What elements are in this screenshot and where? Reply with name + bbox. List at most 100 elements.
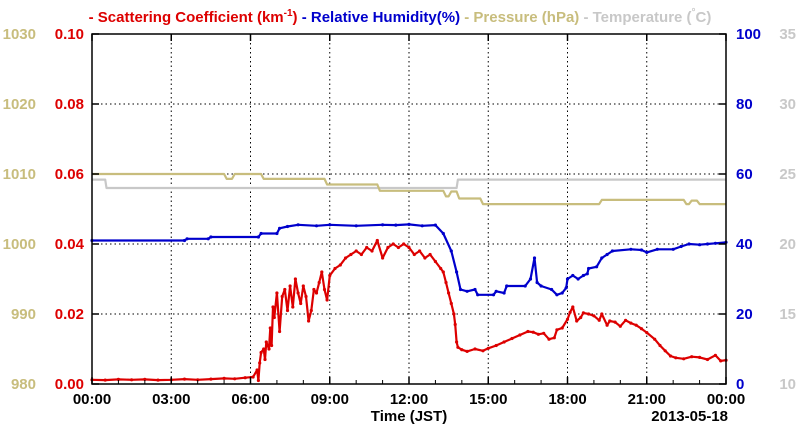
legend-humidity: - Relative Humidity(%): [302, 9, 460, 26]
data-point-humidity: [314, 224, 319, 228]
data-point-scattering: [465, 349, 469, 353]
y-tick-label-pressure: 1000: [3, 236, 36, 253]
data-point-scattering: [624, 318, 628, 322]
data-point-humidity: [610, 249, 615, 253]
data-point-scattering: [182, 377, 187, 381]
legend-line: - Scattering Coefficient (km-1) - Relati…: [89, 7, 712, 26]
data-point-scattering: [713, 353, 718, 357]
data-point-scattering: [542, 331, 546, 335]
data-point-humidity: [354, 224, 358, 228]
data-point-humidity: [494, 289, 498, 293]
data-point-scattering: [322, 287, 327, 292]
data-point-scattering: [296, 291, 300, 295]
data-point-humidity: [285, 224, 290, 229]
date-label: 2013-05-18: [651, 408, 728, 425]
data-point-humidity: [182, 238, 187, 243]
data-point-scattering: [682, 357, 686, 361]
data-point-scattering: [453, 322, 457, 327]
data-point-humidity: [655, 247, 659, 251]
y-tick-label-humidity: 20: [736, 306, 753, 323]
x-tick-label: 12:00: [390, 391, 428, 408]
data-point-humidity: [587, 266, 591, 271]
data-point-scattering: [653, 337, 657, 341]
data-point-humidity: [629, 247, 633, 251]
data-point-scattering: [143, 377, 147, 381]
data-point-humidity: [535, 280, 539, 285]
data-point-scattering: [608, 319, 612, 323]
data-point-scattering: [370, 249, 374, 253]
data-point-humidity: [275, 231, 279, 236]
data-point-humidity: [394, 223, 398, 227]
data-point-scattering: [256, 378, 260, 383]
data-point-humidity: [259, 231, 263, 236]
data-point-humidity: [528, 277, 533, 281]
data-point-scattering: [575, 319, 579, 323]
data-point-humidity: [502, 291, 506, 295]
data-point-humidity: [532, 256, 537, 260]
data-point-scattering: [271, 305, 275, 309]
data-point-humidity: [687, 242, 691, 246]
data-point-humidity: [433, 223, 437, 227]
data-point-scattering: [222, 376, 226, 380]
data-point-scattering: [285, 308, 290, 313]
data-point-scattering: [579, 315, 583, 320]
data-point-humidity: [595, 265, 599, 269]
series-line-scattering: [91, 239, 727, 382]
data-point-scattering: [634, 323, 638, 327]
data-point-scattering: [333, 266, 337, 271]
data-point-scattering: [288, 284, 292, 288]
data-point-humidity: [555, 293, 559, 297]
data-point-scattering: [309, 308, 313, 313]
data-point-scattering: [423, 256, 427, 260]
data-point-humidity: [565, 277, 570, 281]
y-tick-label-pressure: 1010: [3, 166, 36, 183]
data-point-scattering: [283, 287, 287, 292]
data-point-scattering: [312, 287, 316, 292]
data-point-scattering: [262, 347, 266, 351]
data-point-humidity: [441, 231, 445, 236]
data-point-scattering: [156, 378, 160, 382]
data-point-scattering: [317, 280, 321, 285]
y-axis-scattering: 0.00 0.02 0.04 0.06 0.08 0.10: [55, 26, 85, 393]
data-point-scattering: [243, 376, 247, 380]
data-point-scattering: [668, 354, 673, 358]
y-tick-label-scattering: 0.00: [55, 376, 84, 393]
data-point-scattering: [209, 377, 213, 381]
y-tick-label-scattering: 0.08: [55, 96, 84, 113]
data-point-scattering: [536, 332, 541, 336]
series-pressure: [92, 172, 726, 206]
y-tick-label-humidity: 60: [736, 166, 753, 183]
data-point-humidity: [600, 256, 604, 260]
data-point-scattering: [402, 242, 406, 246]
data-point-scattering: [280, 294, 284, 299]
series-humidity: [90, 222, 728, 297]
y-axis-pressure: 980 990 1000 1010 1020 1030: [3, 26, 36, 393]
data-point-scattering: [502, 340, 506, 344]
data-point-scattering: [233, 377, 237, 381]
data-point-scattering: [456, 345, 460, 349]
data-point-scattering: [396, 245, 400, 250]
data-point-scattering: [130, 378, 134, 382]
data-point-scattering: [600, 312, 604, 316]
data-point-scattering: [618, 324, 622, 328]
data-point-scattering: [452, 312, 456, 316]
legend-scattering: - Scattering Coefficient (km-1): [89, 8, 302, 26]
data-point-scattering: [486, 346, 490, 350]
data-point-humidity: [256, 235, 260, 239]
data-point-humidity: [713, 241, 718, 245]
series-line-pressure: [92, 172, 726, 206]
data-point-scattering: [663, 349, 667, 353]
y-axis-humidity: 0 20 40 60 80 100: [736, 26, 761, 393]
data-point-scattering: [428, 252, 432, 257]
data-point-scattering: [375, 238, 379, 243]
y-tick-label-temperature: 20: [779, 236, 796, 253]
y-tick-label-scattering: 0.06: [55, 166, 84, 183]
data-point-scattering: [613, 320, 617, 324]
data-point-scattering: [325, 298, 329, 302]
data-point-scattering: [268, 326, 272, 330]
data-point-humidity: [491, 293, 496, 297]
data-point-scattering: [568, 310, 572, 314]
data-point-scattering: [439, 266, 443, 271]
data-point-scattering: [555, 328, 559, 332]
